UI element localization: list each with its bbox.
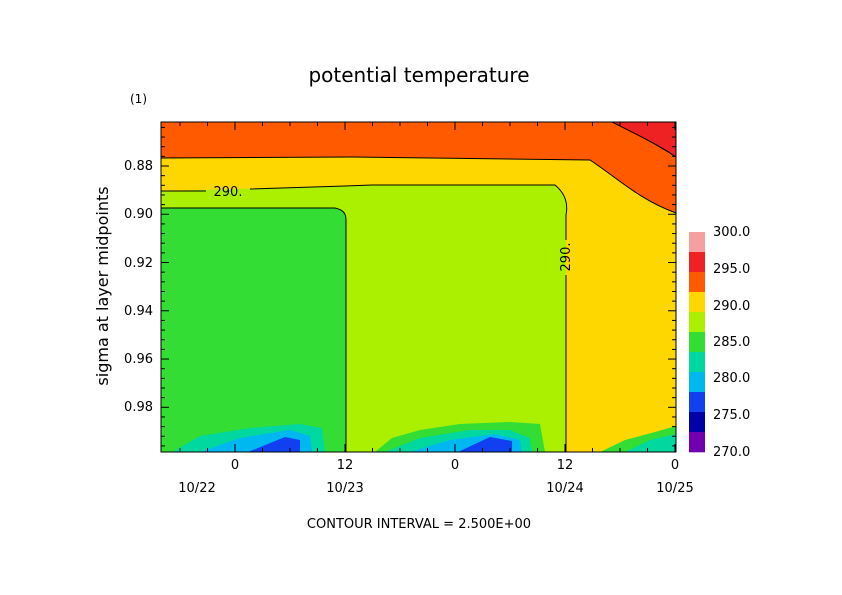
region-below-270-a bbox=[248, 437, 300, 452]
x-tick-date: 10/22 bbox=[178, 481, 215, 496]
colorbar-swatch bbox=[689, 392, 705, 413]
region-280-285-left bbox=[161, 208, 346, 452]
colorbar-label: 280.0 bbox=[713, 371, 750, 386]
colorbar-swatch bbox=[689, 232, 705, 253]
colorbar-label: 285.0 bbox=[713, 335, 750, 350]
colorbar-label: 290.0 bbox=[713, 299, 750, 314]
x-tick-hour: 12 bbox=[337, 458, 354, 473]
y-axis-ticks bbox=[161, 126, 676, 447]
region-275-280-c bbox=[625, 434, 676, 452]
x-tick-hour: 0 bbox=[451, 458, 459, 473]
colorbar-swatch bbox=[689, 372, 705, 393]
contour-label-290-b: 290. bbox=[559, 243, 574, 272]
x-tick-hour: 12 bbox=[557, 458, 574, 473]
panel-label: (1) bbox=[130, 92, 147, 106]
x-tick-hour: 0 bbox=[671, 458, 679, 473]
region-top-red bbox=[612, 122, 676, 157]
x-tick-date: 10/23 bbox=[326, 481, 363, 496]
region-below-270-b bbox=[458, 437, 512, 452]
contour-interval-label: CONTOUR INTERVAL = 2.500E+00 bbox=[307, 517, 531, 532]
colorbar-label: 275.0 bbox=[713, 408, 750, 423]
y-tick-label: 0.98 bbox=[124, 400, 153, 415]
colorbar-swatch bbox=[689, 432, 705, 453]
region-top-orange bbox=[161, 122, 676, 213]
colorbar-swatch bbox=[689, 332, 705, 353]
colorbar-swatch bbox=[689, 352, 705, 373]
colorbar-label: 270.0 bbox=[713, 445, 750, 460]
colorbar-label: 295.0 bbox=[713, 262, 750, 277]
y-tick-label: 0.96 bbox=[124, 352, 153, 367]
y-tick-label: 0.92 bbox=[124, 256, 153, 271]
x-tick-labels: 0 12 0 12 0 10/22 10/23 10/24 10/25 bbox=[178, 458, 693, 496]
y-axis-label: sigma at layer midpoints bbox=[93, 186, 112, 385]
colorbar-swatch bbox=[689, 292, 705, 313]
contour-label-290-a: 290. bbox=[214, 185, 243, 200]
y-tick-label: 0.90 bbox=[124, 207, 153, 222]
colorbar-swatch bbox=[689, 252, 705, 273]
colorbar-swatch bbox=[689, 312, 705, 333]
chart-title: potential temperature bbox=[308, 63, 529, 87]
colorbar bbox=[689, 232, 705, 453]
x-tick-date: 10/24 bbox=[546, 481, 583, 496]
x-tick-hour: 0 bbox=[231, 458, 239, 473]
y-tick-label: 0.88 bbox=[124, 159, 153, 174]
y-tick-label: 0.94 bbox=[124, 304, 153, 319]
x-axis-ticks bbox=[179, 122, 676, 452]
y-tick-labels: 0.88 0.90 0.92 0.94 0.96 0.98 bbox=[124, 159, 153, 415]
colorbar-labels: 300.0 295.0 290.0 285.0 280.0 275.0 270.… bbox=[713, 225, 750, 460]
contour-plot: 290. 290. bbox=[160, 121, 677, 453]
colorbar-swatch bbox=[689, 412, 705, 433]
colorbar-swatch bbox=[689, 272, 705, 293]
x-tick-date: 10/25 bbox=[656, 481, 693, 496]
colorbar-label: 300.0 bbox=[713, 225, 750, 240]
